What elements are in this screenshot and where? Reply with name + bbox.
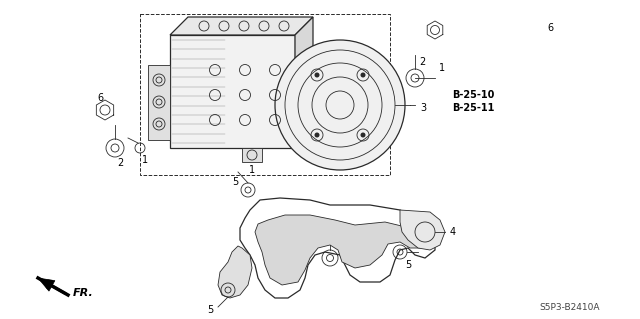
Text: 3: 3 (420, 103, 426, 113)
Polygon shape (255, 215, 420, 285)
Text: FR.: FR. (73, 288, 93, 298)
Circle shape (275, 40, 405, 170)
Polygon shape (170, 17, 313, 35)
Polygon shape (400, 210, 445, 250)
Circle shape (314, 72, 319, 78)
Text: S5P3-B2410A: S5P3-B2410A (540, 303, 600, 313)
Text: 5: 5 (405, 260, 411, 270)
Polygon shape (38, 278, 55, 291)
Circle shape (360, 72, 365, 78)
Text: 1: 1 (249, 165, 255, 175)
Text: 1: 1 (142, 155, 148, 165)
Text: B-25-11: B-25-11 (452, 103, 494, 113)
Text: 2: 2 (419, 57, 425, 67)
Text: 2: 2 (117, 158, 123, 168)
Text: 1: 1 (439, 63, 445, 73)
Circle shape (360, 132, 365, 137)
Circle shape (314, 132, 319, 137)
Text: 5: 5 (232, 177, 238, 187)
Bar (148, 65, 170, 140)
Text: 5: 5 (207, 305, 213, 315)
Bar (170, 35, 295, 148)
Bar (242, 148, 262, 162)
Polygon shape (295, 17, 313, 148)
Bar (140, 14, 390, 175)
Text: 6: 6 (97, 93, 103, 103)
Text: 6: 6 (547, 23, 553, 33)
Polygon shape (218, 246, 252, 298)
Text: 4: 4 (450, 227, 456, 237)
Text: B-25-10: B-25-10 (452, 90, 494, 100)
